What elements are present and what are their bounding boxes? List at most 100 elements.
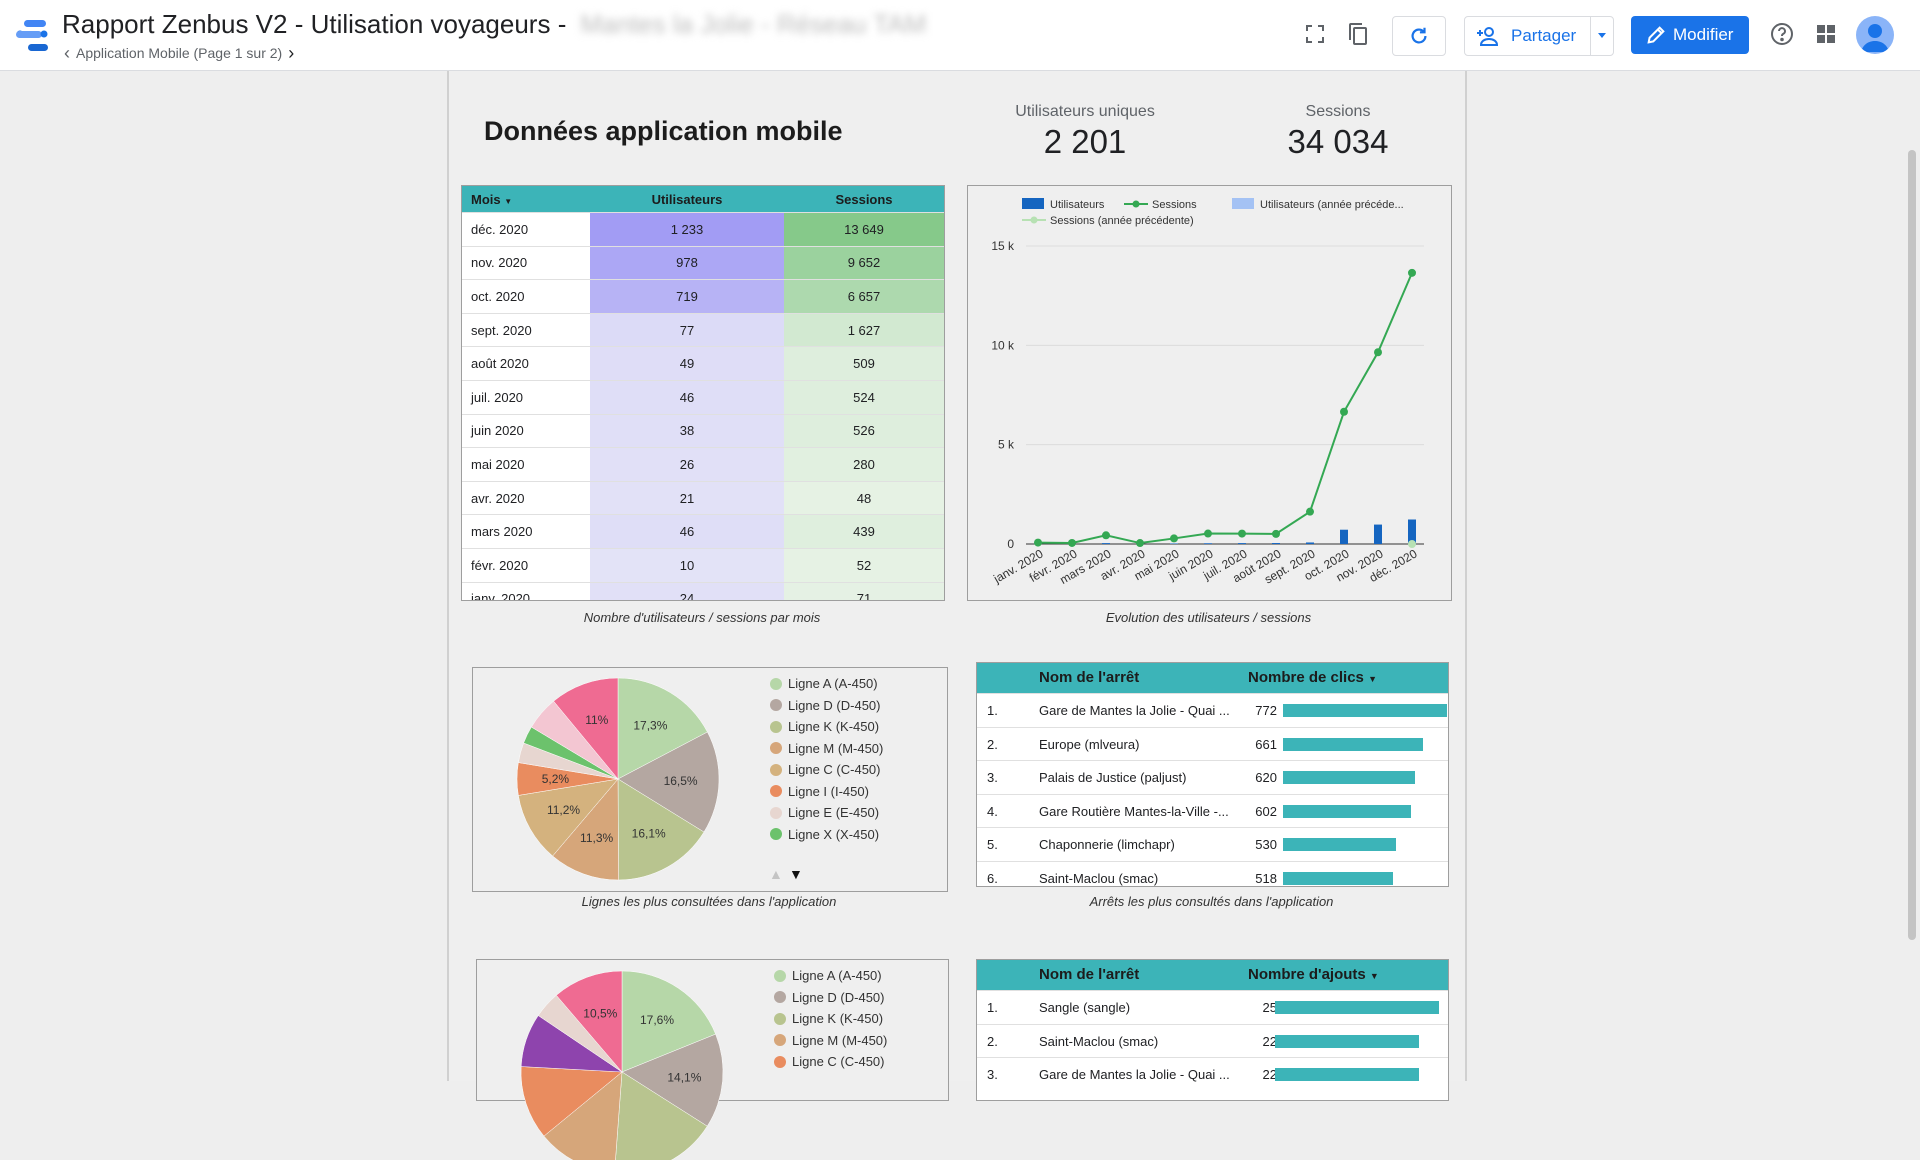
help-icon[interactable] [1766, 18, 1798, 50]
bar-utilisateurs[interactable] [1238, 543, 1246, 544]
cell-sessions: 509 [784, 347, 944, 380]
legend-label[interactable]: Sessions (année précédente) [1050, 215, 1194, 227]
row-value: 620 [1247, 770, 1277, 785]
data-point[interactable] [1340, 408, 1348, 416]
share-button[interactable]: Partager [1464, 16, 1614, 56]
legend-prev-icon[interactable]: ▲ [769, 866, 783, 882]
table-row[interactable]: 4.Gare Routière Mantes-la-Ville -...602 [977, 794, 1448, 828]
data-point[interactable] [1170, 534, 1178, 542]
vertical-scrollbar[interactable] [1908, 150, 1916, 940]
data-studio-logo-icon[interactable] [14, 20, 50, 52]
legend-item[interactable]: Ligne E (E-450) [770, 805, 879, 820]
legend-item[interactable]: Ligne K (K-450) [770, 719, 879, 734]
pie-slice-label: 16,1% [632, 827, 666, 841]
next-page-icon[interactable]: › [288, 46, 294, 60]
bar-utilisateurs[interactable] [1272, 543, 1280, 544]
lines-pie-chart[interactable]: 17,3%16,5%16,1%11,3%11,2%5,2%11% Ligne A… [472, 667, 948, 892]
column-header-sessions[interactable]: Sessions [784, 186, 944, 212]
bar-utilisateurs[interactable] [1170, 543, 1178, 544]
legend-next-icon[interactable]: ▼ [789, 866, 803, 882]
account-avatar-icon[interactable] [1856, 16, 1894, 54]
edit-button[interactable]: Modifier [1631, 16, 1749, 54]
data-point[interactable] [1204, 530, 1212, 538]
data-point[interactable] [1306, 508, 1314, 516]
legend-label[interactable]: Sessions [1152, 199, 1197, 211]
cell-users: 24 [590, 583, 784, 601]
previous-page-icon[interactable]: ‹ [64, 46, 70, 60]
table-row[interactable]: 2.Europe (mlveura)661 [977, 727, 1448, 761]
legend-label[interactable]: Utilisateurs (année précéde... [1260, 199, 1404, 211]
legend-label: Ligne D (D-450) [788, 698, 881, 713]
apps-grid-icon[interactable] [1810, 18, 1842, 50]
bar-utilisateurs[interactable] [1102, 543, 1110, 544]
legend-item[interactable]: Ligne D (D-450) [774, 990, 885, 1005]
legend-item[interactable]: Ligne C (C-450) [774, 1054, 885, 1069]
data-point[interactable] [1374, 348, 1382, 356]
legend-item[interactable]: Ligne X (X-450) [770, 827, 879, 842]
table-row[interactable]: 1.Gare de Mantes la Jolie - Quai ...772 [977, 693, 1448, 727]
evolution-chart[interactable]: Utilisateurs Sessions Utilisateurs (année … [967, 185, 1452, 601]
cell-month: nov. 2020 [462, 255, 590, 270]
table-row[interactable]: 1.Sangle (sangle)25 [977, 990, 1448, 1024]
legend-item[interactable]: Ligne A (A-450) [770, 676, 878, 691]
column-header-stop-name[interactable]: Nom de l'arrêt [1039, 669, 1139, 686]
legend-label[interactable]: Utilisateurs [1050, 199, 1105, 211]
legend-dot [770, 742, 782, 754]
data-point[interactable] [1102, 531, 1110, 539]
legend-item[interactable]: Ligne C (C-450) [770, 762, 881, 777]
table-row[interactable]: 3.Palais de Justice (paljust)620 [977, 760, 1448, 794]
legend-item[interactable]: Ligne M (M-450) [770, 741, 883, 756]
table-row[interactable]: 2.Saint-Maclou (smac)22 [977, 1024, 1448, 1058]
column-header-adds[interactable]: Nombre d'ajouts ▼ [1248, 966, 1379, 983]
legend-item[interactable]: Ligne K (K-450) [774, 1011, 883, 1026]
cell-sessions: 280 [784, 448, 944, 481]
table-row[interactable]: 5.Chaponnerie (limchapr)530 [977, 827, 1448, 861]
bar-utilisateurs[interactable] [1306, 542, 1314, 544]
legend-item[interactable]: Ligne D (D-450) [770, 698, 881, 713]
share-dropdown-icon[interactable] [1595, 27, 1609, 43]
table-row[interactable]: 3.Gare de Mantes la Jolie - Quai ...22 [977, 1057, 1448, 1091]
column-header-month[interactable]: Mois ▼ [462, 192, 590, 207]
stops-clicks-table[interactable]: Nom de l'arrêt Nombre de clics ▼ 1.Gare … [976, 662, 1449, 887]
column-header-clicks[interactable]: Nombre de clics ▼ [1248, 669, 1377, 686]
cell-users: 77 [590, 314, 784, 347]
column-header-users[interactable]: Utilisateurs [590, 186, 784, 212]
bar-utilisateurs[interactable] [1204, 543, 1212, 544]
cell-sessions: 71 [784, 583, 944, 601]
row-number: 1. [987, 703, 998, 718]
report-title[interactable]: Rapport Zenbus V2 - Utilisation voyageur… [62, 9, 926, 40]
data-point[interactable] [1272, 530, 1280, 538]
cell-users: 49 [590, 347, 784, 380]
column-header-stop-name[interactable]: Nom de l'arrêt [1039, 966, 1139, 983]
pie-slice-label: 11,2% [547, 803, 580, 817]
legend-item[interactable]: Ligne M (M-450) [774, 1033, 887, 1048]
data-point[interactable] [1408, 269, 1416, 277]
fullscreen-icon[interactable] [1299, 18, 1331, 50]
legend-label: Ligne C (C-450) [788, 762, 881, 777]
kpi-value: 34 034 [1238, 123, 1438, 161]
legend-item[interactable]: Ligne I (I-450) [770, 784, 869, 799]
legend-item[interactable]: Ligne A (A-450) [774, 968, 882, 983]
legend-label: Ligne A (A-450) [792, 968, 882, 983]
page-label[interactable]: Application Mobile (Page 1 sur 2) [76, 45, 282, 61]
bar-utilisateurs[interactable] [1374, 525, 1382, 544]
data-point[interactable] [1034, 539, 1042, 547]
data-point[interactable] [1238, 530, 1246, 538]
refresh-button[interactable] [1392, 16, 1446, 56]
copy-icon[interactable] [1342, 18, 1374, 50]
table-row[interactable]: 6.Saint-Maclou (smac)518 [977, 861, 1448, 887]
bar-utilisateurs[interactable] [1340, 530, 1348, 544]
